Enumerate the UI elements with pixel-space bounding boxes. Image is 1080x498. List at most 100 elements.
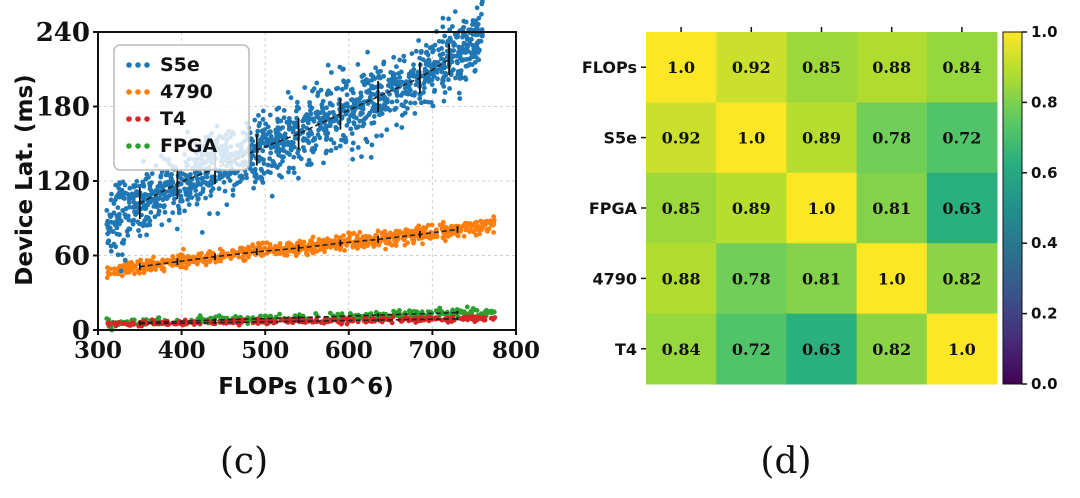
data-point [311, 86, 317, 92]
data-point [327, 100, 333, 106]
data-point [360, 234, 366, 240]
data-point [421, 90, 426, 95]
data-point [115, 205, 121, 211]
data-point [397, 57, 403, 63]
data-point [244, 247, 249, 253]
data-point [119, 273, 125, 279]
data-point [401, 231, 406, 236]
data-point [269, 193, 275, 199]
data-point [144, 232, 150, 238]
data-point [420, 241, 425, 247]
heatmap-cell [646, 32, 717, 103]
data-point [264, 240, 270, 246]
data-point [108, 214, 113, 220]
data-point [134, 179, 140, 184]
data-point [135, 219, 141, 225]
data-point [172, 196, 177, 202]
data-point [344, 123, 350, 128]
colorbar [1002, 31, 1023, 385]
data-point [376, 73, 382, 79]
data-point [160, 185, 166, 191]
data-point [144, 258, 150, 263]
heatmap-cell-value: 0.72 [942, 129, 981, 148]
data-point [385, 83, 391, 88]
data-point [328, 137, 334, 143]
scatter-points [104, 0, 498, 333]
data-point [260, 140, 266, 146]
data-point [344, 92, 350, 98]
data-point [108, 197, 114, 203]
data-point [156, 208, 162, 214]
data-point [341, 233, 346, 239]
legend-marker [144, 62, 150, 68]
x-tick-label: 400 [158, 337, 206, 364]
data-point [442, 33, 448, 39]
data-point [127, 192, 133, 198]
data-point [215, 254, 221, 259]
data-point [410, 237, 415, 242]
data-point [230, 249, 235, 254]
data-point [265, 124, 271, 130]
data-point [427, 62, 433, 68]
data-point [222, 188, 228, 194]
data-point [137, 259, 143, 265]
heatmap-cell [786, 313, 858, 385]
data-point [357, 229, 363, 235]
data-point [195, 179, 201, 185]
data-point [401, 53, 407, 59]
data-point [230, 187, 236, 193]
data-point [440, 219, 446, 225]
data-point [286, 165, 292, 171]
data-point [152, 214, 158, 220]
data-point [348, 87, 354, 93]
data-point [364, 89, 369, 95]
row-label: FLOPs [582, 58, 637, 77]
heatmap-cell-value: 0.89 [802, 129, 841, 148]
data-point [491, 218, 497, 223]
data-point [325, 112, 331, 118]
data-point [147, 181, 153, 187]
data-point [479, 32, 485, 37]
data-point [422, 66, 428, 72]
y-tick-label: 240 [36, 18, 90, 48]
data-point [391, 308, 396, 314]
data-point [342, 248, 347, 253]
legend-entry-FPGA: FPGA [126, 135, 217, 157]
data-point [182, 186, 188, 192]
data-point [458, 71, 464, 77]
heatmap-cell [716, 243, 787, 315]
data-point [371, 114, 377, 119]
data-point [224, 251, 230, 257]
data-point [416, 38, 421, 43]
data-point [207, 259, 213, 264]
data-point [176, 210, 182, 216]
data-point [451, 67, 456, 73]
data-point [155, 184, 161, 190]
data-point [389, 242, 395, 248]
data-point [217, 246, 223, 252]
data-point [443, 238, 448, 244]
data-point [115, 271, 121, 277]
data-point [120, 263, 126, 269]
data-point [425, 99, 431, 105]
data-point [251, 185, 256, 191]
data-point [423, 43, 429, 48]
data-point [137, 233, 143, 239]
data-point [221, 179, 227, 185]
data-point [302, 148, 307, 154]
data-point [473, 32, 479, 38]
data-point [261, 171, 267, 176]
data-point [105, 218, 111, 224]
data-point [404, 79, 409, 85]
data-point [267, 141, 272, 146]
data-point [460, 49, 466, 55]
data-point [455, 60, 460, 66]
data-point [355, 246, 360, 251]
heatmap-cell [646, 172, 717, 244]
data-point [293, 120, 299, 126]
data-point [303, 137, 309, 143]
data-point [158, 174, 164, 180]
data-point [381, 73, 386, 79]
data-point [273, 251, 279, 257]
data-point [162, 194, 168, 200]
